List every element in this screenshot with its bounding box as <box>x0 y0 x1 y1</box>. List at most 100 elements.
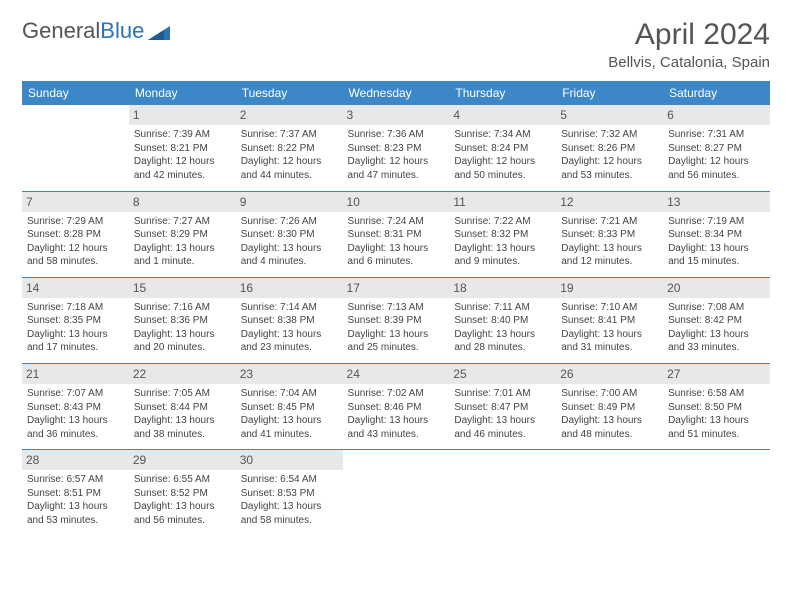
sunset-line: Sunset: 8:52 PM <box>134 487 231 501</box>
daylight-line-1: Daylight: 13 hours <box>561 242 658 256</box>
day-cell: 5Sunrise: 7:32 AMSunset: 8:26 PMDaylight… <box>556 105 663 191</box>
sunset-line: Sunset: 8:50 PM <box>668 401 765 415</box>
daylight-line-1: Daylight: 13 hours <box>27 500 124 514</box>
daylight-line-2: and 44 minutes. <box>241 169 338 183</box>
week-row: 21 Sunrise: 7:07 AMSunset: 8:43 PM Dayligh… <box>22 363 770 449</box>
week-row: 28Sunrise: 6:57 AMSunset: 8:51 PMDayligh… <box>22 450 770 536</box>
day-number: 9 <box>236 192 343 212</box>
day-cell <box>22 105 129 191</box>
sunset-line: Sunset: 8:32 PM <box>454 228 551 242</box>
day-number: 23 <box>236 364 343 384</box>
sunrise-line: Sunrise: 7:31 AM <box>668 128 765 142</box>
daylight-line-1: Daylight: 12 hours <box>561 155 658 169</box>
day-cell <box>343 450 450 536</box>
day-cell: 25Sunrise: 7:01 AMSunset: 8:47 PMDayligh… <box>449 363 556 449</box>
sunrise-line: Sunrise: 7:34 AM <box>454 128 551 142</box>
daylight-line-1: Daylight: 13 hours <box>241 242 338 256</box>
day-cell: 23Sunrise: 7:04 AMSunset: 8:45 PMDayligh… <box>236 363 343 449</box>
daylight-line-2: and 23 minutes. <box>241 341 338 355</box>
daylight-line-2: and 33 minutes. <box>668 341 765 355</box>
daylight-line-1: Daylight: 13 hours <box>241 328 338 342</box>
daylight-line-2: and 58 minutes. <box>241 514 338 528</box>
daylight-line-2: and 15 minutes. <box>668 255 765 269</box>
day-cell: 13Sunrise: 7:19 AMSunset: 8:34 PMDayligh… <box>663 191 770 277</box>
sunset-line: Sunset: 8:43 PM <box>27 401 124 415</box>
sunrise-line: Sunrise: 7:02 AM <box>348 387 445 401</box>
day-cell: 14Sunrise: 7:18 AMSunset: 8:35 PMDayligh… <box>22 277 129 363</box>
calendar-table: Sunday Monday Tuesday Wednesday Thursday… <box>22 81 770 536</box>
daylight-line-1: Daylight: 12 hours <box>27 242 124 256</box>
daylight-line-1: Daylight: 13 hours <box>134 500 231 514</box>
sunrise-line: Sunrise: 7:01 AM <box>454 387 551 401</box>
daylight-line-1: Daylight: 13 hours <box>241 414 338 428</box>
day-cell: 7Sunrise: 7:29 AMSunset: 8:28 PMDaylight… <box>22 191 129 277</box>
sunrise-line: Sunrise: 7:07 AM <box>27 387 124 401</box>
daylight-line-1: Daylight: 13 hours <box>668 414 765 428</box>
daylight-line-1: Daylight: 12 hours <box>241 155 338 169</box>
sunset-line: Sunset: 8:33 PM <box>561 228 658 242</box>
day-number: 5 <box>556 105 663 125</box>
sunset-line: Sunset: 8:30 PM <box>241 228 338 242</box>
sunrise-line: Sunrise: 6:55 AM <box>134 473 231 487</box>
daylight-line-2: and 36 minutes. <box>27 428 124 442</box>
day-number: 8 <box>129 192 236 212</box>
daylight-line-2: and 42 minutes. <box>134 169 231 183</box>
daylight-line-2: and 48 minutes. <box>561 428 658 442</box>
day-number: 13 <box>663 192 770 212</box>
daylight-line-1: Daylight: 13 hours <box>348 414 445 428</box>
day-number: 17 <box>343 278 450 298</box>
daylight-line-1: Daylight: 13 hours <box>454 414 551 428</box>
daylight-line-1: Daylight: 12 hours <box>348 155 445 169</box>
daylight-line-2: and 46 minutes. <box>454 428 551 442</box>
sunrise-line: Sunrise: 7:22 AM <box>454 215 551 229</box>
daylight-line-2: and 38 minutes. <box>134 428 231 442</box>
daylight-line-2: and 6 minutes. <box>348 255 445 269</box>
day-number: 14 <box>22 278 129 298</box>
sunrise-line: Sunrise: 7:37 AM <box>241 128 338 142</box>
sunset-line: Sunset: 8:47 PM <box>454 401 551 415</box>
day-number: 15 <box>129 278 236 298</box>
day-number: 28 <box>22 450 129 470</box>
daylight-line-2: and 56 minutes. <box>668 169 765 183</box>
day-number: 26 <box>556 364 663 384</box>
daylight-line-1: Daylight: 13 hours <box>348 242 445 256</box>
day-cell: 17Sunrise: 7:13 AMSunset: 8:39 PMDayligh… <box>343 277 450 363</box>
daylight-line-1: Daylight: 13 hours <box>454 242 551 256</box>
daylight-line-2: and 9 minutes. <box>454 255 551 269</box>
daylight-line-1: Daylight: 13 hours <box>668 328 765 342</box>
sunrise-line: Sunrise: 7:21 AM <box>561 215 658 229</box>
sunset-line: Sunset: 8:40 PM <box>454 314 551 328</box>
header: GeneralBlue April 2024 Bellvis, Cataloni… <box>22 18 770 71</box>
day-cell: 20Sunrise: 7:08 AMSunset: 8:42 PMDayligh… <box>663 277 770 363</box>
daylight-line-2: and 58 minutes. <box>27 255 124 269</box>
sunrise-line: Sunrise: 7:24 AM <box>348 215 445 229</box>
sunset-line: Sunset: 8:53 PM <box>241 487 338 501</box>
daylight-line-1: Daylight: 13 hours <box>241 500 338 514</box>
sunset-line: Sunset: 8:36 PM <box>134 314 231 328</box>
sunset-line: Sunset: 8:23 PM <box>348 142 445 156</box>
daylight-line-2: and 43 minutes. <box>348 428 445 442</box>
day-number: 3 <box>343 105 450 125</box>
sunset-line: Sunset: 8:35 PM <box>27 314 124 328</box>
day-number: 21 <box>22 364 129 384</box>
sunset-line: Sunset: 8:51 PM <box>27 487 124 501</box>
weekday-header: Sunday <box>22 81 129 105</box>
sunrise-line: Sunrise: 7:04 AM <box>241 387 338 401</box>
day-cell: 11Sunrise: 7:22 AMSunset: 8:32 PMDayligh… <box>449 191 556 277</box>
logo: GeneralBlue <box>22 18 170 44</box>
day-number: 4 <box>449 105 556 125</box>
week-row: 1Sunrise: 7:39 AMSunset: 8:21 PMDaylight… <box>22 105 770 191</box>
daylight-line-1: Daylight: 13 hours <box>668 242 765 256</box>
daylight-line-1: Daylight: 12 hours <box>668 155 765 169</box>
day-cell: 26Sunrise: 7:00 AMSunset: 8:49 PMDayligh… <box>556 363 663 449</box>
day-number: 18 <box>449 278 556 298</box>
sunset-line: Sunset: 8:46 PM <box>348 401 445 415</box>
day-number: 1 <box>129 105 236 125</box>
page-subtitle: Bellvis, Catalonia, Spain <box>608 54 770 71</box>
daylight-line-1: Daylight: 13 hours <box>561 414 658 428</box>
weekday-header: Thursday <box>449 81 556 105</box>
day-cell: 16Sunrise: 7:14 AMSunset: 8:38 PMDayligh… <box>236 277 343 363</box>
daylight-line-1: Daylight: 13 hours <box>134 328 231 342</box>
weekday-header: Tuesday <box>236 81 343 105</box>
day-cell: 10Sunrise: 7:24 AMSunset: 8:31 PMDayligh… <box>343 191 450 277</box>
